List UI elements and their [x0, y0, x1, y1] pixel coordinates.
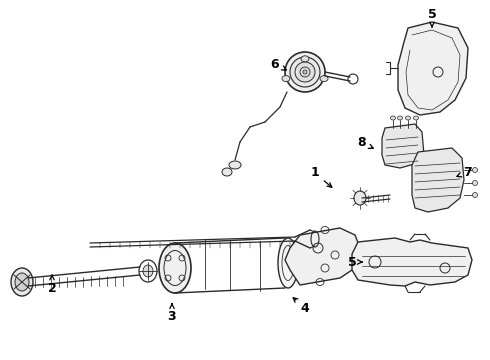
- Ellipse shape: [472, 167, 477, 172]
- Ellipse shape: [159, 243, 191, 293]
- Ellipse shape: [285, 52, 325, 92]
- Ellipse shape: [282, 76, 290, 82]
- Ellipse shape: [11, 268, 33, 296]
- Ellipse shape: [278, 238, 298, 288]
- Ellipse shape: [414, 116, 418, 120]
- Text: 1: 1: [311, 166, 332, 187]
- Text: 6: 6: [270, 58, 286, 71]
- Ellipse shape: [472, 193, 477, 198]
- Ellipse shape: [320, 76, 328, 82]
- Ellipse shape: [472, 180, 477, 185]
- Ellipse shape: [354, 191, 366, 205]
- Ellipse shape: [290, 57, 320, 87]
- Ellipse shape: [222, 168, 232, 176]
- Ellipse shape: [301, 56, 309, 62]
- Polygon shape: [382, 124, 424, 168]
- Text: 8: 8: [358, 136, 373, 149]
- Text: 2: 2: [48, 275, 56, 294]
- Polygon shape: [412, 148, 464, 212]
- Ellipse shape: [300, 67, 310, 77]
- Ellipse shape: [143, 265, 153, 277]
- Ellipse shape: [397, 116, 402, 120]
- Text: 5: 5: [428, 8, 437, 27]
- Ellipse shape: [295, 62, 315, 82]
- Text: 3: 3: [168, 304, 176, 323]
- Ellipse shape: [406, 116, 411, 120]
- Text: 7: 7: [457, 166, 472, 179]
- Polygon shape: [352, 238, 472, 286]
- Ellipse shape: [391, 116, 395, 120]
- Text: 5: 5: [347, 256, 362, 269]
- Polygon shape: [398, 22, 468, 115]
- Text: 4: 4: [293, 298, 309, 315]
- Ellipse shape: [303, 70, 307, 74]
- Ellipse shape: [15, 273, 29, 291]
- Ellipse shape: [229, 161, 241, 169]
- Polygon shape: [285, 228, 360, 285]
